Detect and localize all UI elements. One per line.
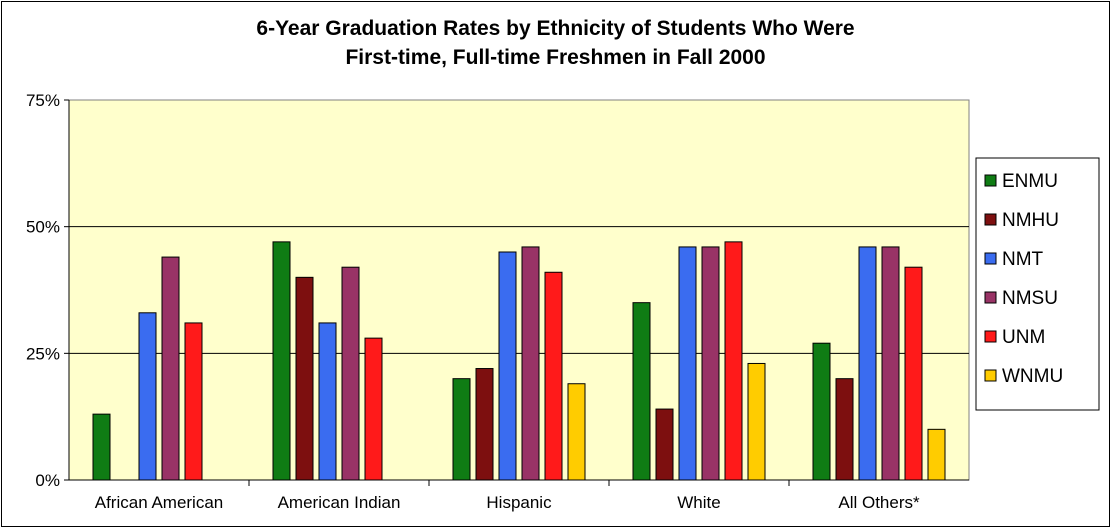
x-tick-labels: African American American Indian Hispanic W… [95,480,920,512]
bar-nmsu-4 [701,246,720,481]
bar-unm-1 [184,322,203,481]
plot-area [68,99,970,481]
bar-nmhu-3 [475,368,494,481]
legend-label-unm: UNM [1002,327,1045,348]
y-tick-label: 25% [26,344,60,363]
y-tick-label: 50% [26,218,60,237]
bar-nmt-4 [678,246,697,481]
bar-unm-5 [904,266,923,481]
legend-swatch-nmhu [984,213,997,226]
bar-nmt-5 [858,246,877,481]
bar-nmsu-5 [881,246,900,481]
chart-title: 6-Year Graduation Rates by Ethnicity of … [0,14,1111,72]
bar-enmu-1 [92,413,111,481]
bar-wnmu-5 [927,428,946,481]
legend-swatch-unm [984,330,997,343]
bar-enmu-2 [272,241,291,481]
legend-swatch-wnmu [984,369,997,382]
legend-swatch-enmu [984,174,997,187]
bar-nmhu-2 [295,276,314,481]
y-tick-label: 75% [26,91,60,110]
bar-nmt-1 [138,312,157,481]
bar-enmu-5 [812,342,831,481]
bars [92,241,946,481]
x-tick-label: Hispanic [486,493,552,512]
chart-title-line-2: First-time, Full-time Freshmen in Fall 2… [345,46,766,69]
bar-nmsu-3 [521,246,540,481]
bar-nmt-3 [498,251,517,481]
y-tick-label: 0% [35,471,60,490]
x-tick-label: White [677,493,720,512]
legend-box [975,157,1100,411]
x-tick-label: African American [95,493,224,512]
bar-enmu-4 [632,302,651,481]
bar-unm-3 [544,271,563,481]
y-tick-labels: 0% 25% 50% 75% [26,91,69,490]
bar-enmu-3 [452,378,471,481]
legend: ENMU NMHU NMT NMSU UNM WNMU [975,157,1100,411]
legend-swatch-nmt [984,252,997,265]
x-tick-label: American Indian [278,493,401,512]
x-tick-label: All Others* [838,493,920,512]
legend-label-wnmu: WNMU [1002,366,1063,387]
bar-nmt-2 [318,322,337,481]
bar-wnmu-3 [567,383,586,481]
chart-title-line-1: 6-Year Graduation Rates by Ethnicity of … [256,17,855,40]
bar-nmsu-2 [341,266,360,481]
bar-nmhu-5 [835,378,854,481]
bar-unm-2 [364,337,383,481]
legend-label-enmu: ENMU [1002,171,1058,192]
bar-unm-4 [724,241,743,481]
legend-label-nmhu: NMHU [1002,210,1059,231]
bar-nmsu-1 [161,256,180,481]
bar-wnmu-4 [747,362,766,481]
bar-nmhu-4 [655,408,674,481]
legend-label-nmsu: NMSU [1002,288,1058,309]
legend-label-nmt: NMT [1002,249,1044,270]
legend-swatch-nmsu [984,291,997,304]
